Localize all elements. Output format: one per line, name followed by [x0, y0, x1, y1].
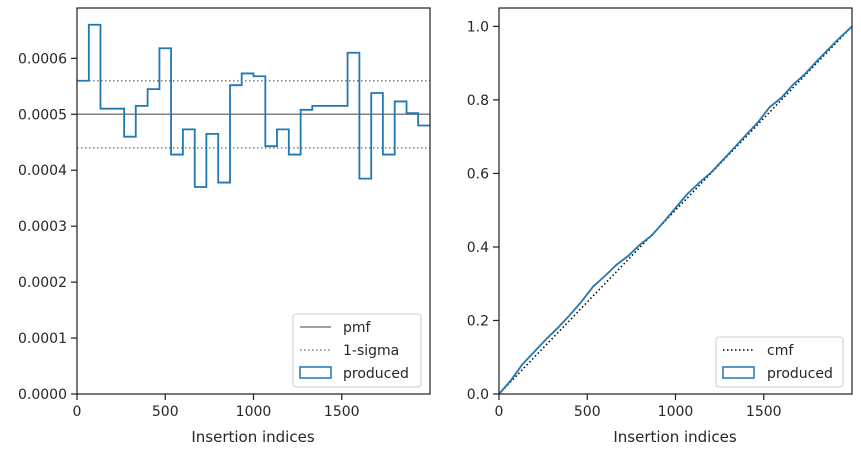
cmf-series-produced	[498, 25, 853, 395]
cmf-x-axis-label: Insertion indices	[613, 428, 736, 446]
pmf-y-tick-label: 0.0004	[18, 163, 67, 179]
pmf-x-axis-label: Insertion indices	[191, 428, 314, 446]
pmf-y-tick-label: 0.0001	[18, 331, 67, 347]
cmf-plot-area	[498, 25, 853, 395]
pmf-legend: pmf 1-sigma produced	[292, 313, 422, 388]
cmf-y-tick-label: 0.0	[467, 387, 489, 403]
cmf-legend-produced-label: produced	[767, 366, 833, 382]
cmf-x-tick-label: 0	[495, 404, 504, 420]
cmf-legend-produced-swatch	[722, 366, 755, 379]
pmf-legend-pmf-label: pmf	[343, 320, 372, 336]
cmf-y-tick-label: 0.4	[467, 240, 489, 256]
pmf-legend-produced-swatch	[299, 366, 332, 379]
cmf-axes-frame	[498, 7, 853, 395]
cmf-panel: 0 500 1000 1500 0.0 0.2 0.4 0.6 0.8 1.0 Insertion…	[467, 7, 853, 446]
cmf-x-tick-label: 1500	[746, 404, 782, 420]
pmf-y-tick-label: 0.0002	[18, 275, 67, 291]
cmf-y-tick-label: 0.8	[467, 93, 489, 109]
cmf-x-tick-label: 500	[574, 404, 601, 420]
cmf-ticks: 0 500 1000 1500 0.0 0.2 0.4 0.6 0.8 1.0	[467, 19, 782, 420]
pmf-x-tick-label: 0	[73, 404, 82, 420]
cmf-legend: cmf produced	[715, 336, 844, 388]
pmf-y-tick-label: 0.0005	[18, 107, 67, 123]
cmf-x-tick-label: 1000	[658, 404, 694, 420]
pmf-x-tick-label: 1000	[236, 404, 272, 420]
pmf-panel: 0 500 1000 1500 0.0000 0.0001 0.0002 0.0003 0.00…	[18, 7, 431, 446]
pmf-y-tick-label: 0.0000	[18, 387, 67, 403]
pmf-legend-produced-label: produced	[343, 366, 409, 382]
cmf-series-cmf	[498, 25, 853, 395]
pmf-x-tick-label: 500	[152, 404, 179, 420]
pmf-series-produced	[77, 23, 430, 188]
pmf-x-tick-label: 1500	[324, 404, 360, 420]
cmf-y-tick-label: 1.0	[467, 19, 489, 35]
pmf-legend-box	[292, 313, 422, 388]
pmf-y-tick-label: 0.0003	[18, 219, 67, 235]
pmf-plot-area	[77, 23, 430, 188]
pmf-ticks: 0 500 1000 1500 0.0000 0.0001 0.0002 0.0003 0.00…	[18, 51, 360, 420]
cmf-legend-cmf-label: cmf	[767, 343, 794, 359]
pmf-y-tick-label: 0.0006	[18, 51, 67, 67]
cmf-y-tick-label: 0.2	[467, 313, 489, 329]
cmf-y-tick-label: 0.6	[467, 166, 489, 182]
pmf-legend-sigma-label: 1-sigma	[343, 343, 399, 359]
